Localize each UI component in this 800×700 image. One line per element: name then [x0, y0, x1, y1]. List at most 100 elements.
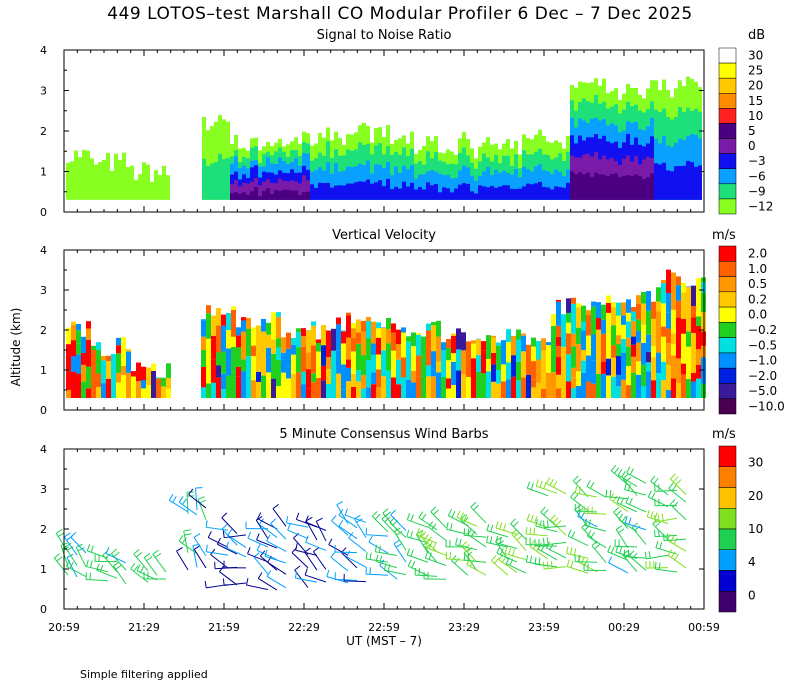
- wind-barb-flag: [675, 479, 682, 485]
- velocity-cell: [241, 320, 246, 332]
- wind-barb-flag: [667, 533, 669, 541]
- colorbar-swatch: [718, 261, 737, 277]
- filter-note: Simple filtering applied: [80, 668, 208, 681]
- velocity-cell: [686, 286, 691, 288]
- velocity-cell: [511, 376, 516, 398]
- velocity-cell: [261, 318, 266, 332]
- snr-cell: [654, 163, 658, 200]
- colorbar-swatch: [718, 168, 737, 185]
- velocity-cell: [606, 335, 611, 359]
- snr-cell: [554, 169, 558, 200]
- snr-cell: [326, 162, 330, 200]
- velocity-cell: [71, 321, 76, 325]
- velocity-cell: [686, 331, 691, 347]
- wind-barb-flag: [539, 480, 543, 488]
- velocity-cell: [636, 342, 641, 362]
- velocity-cell: [251, 327, 256, 333]
- snr-cell: [210, 163, 214, 200]
- snr-cell: [94, 164, 98, 200]
- wind-barb-flag: [294, 571, 298, 579]
- wind-barb-flag: [629, 497, 633, 505]
- velocity-cell: [131, 371, 136, 377]
- velocity-cell: [296, 332, 301, 348]
- snr-cell: [66, 162, 70, 200]
- colorbar-label: 1.0: [748, 262, 767, 276]
- wind-barb-flag: [618, 513, 624, 520]
- velocity-cell: [566, 312, 571, 323]
- wind-barb-flag: [383, 563, 387, 571]
- wind-barb: [305, 541, 327, 551]
- wind-barb: [287, 529, 309, 540]
- wind-barb-flag: [197, 496, 205, 500]
- snr-cell: [242, 182, 246, 200]
- wind-barb: [366, 573, 389, 576]
- snr-cell: [474, 193, 478, 200]
- colorbar-label: 2.0: [748, 247, 767, 261]
- velocity-cell: [346, 312, 351, 316]
- snr-cell: [422, 189, 426, 200]
- velocity-cell: [336, 324, 341, 351]
- wind-barb-flag: [566, 546, 569, 554]
- velocity-cell: [211, 319, 216, 336]
- velocity-cell: [561, 360, 566, 381]
- velocity-cell: [251, 380, 256, 398]
- velocity-cell: [596, 318, 601, 330]
- colorbar-swatch: [718, 108, 737, 124]
- velocity-cell: [436, 320, 441, 337]
- velocity-cell: [86, 388, 91, 398]
- velocity-cell: [581, 349, 586, 361]
- wind-barb: [420, 536, 438, 553]
- snr-cell: [214, 121, 218, 200]
- snr-cell: [430, 170, 434, 200]
- velocity-cell: [211, 335, 216, 360]
- velocity-cell: [266, 322, 271, 335]
- velocity-cell: [331, 328, 336, 351]
- wind-barb: [655, 489, 678, 492]
- panel-axes-2: 0 1 2 3 4: [40, 244, 705, 417]
- velocity-cell: [566, 298, 571, 313]
- wind-barb-flag: [210, 548, 216, 555]
- snr-cell: [558, 187, 562, 200]
- velocity-cell: [571, 388, 576, 398]
- x-tick-label: 20:59: [48, 621, 80, 634]
- velocity-cell: [631, 321, 636, 337]
- wind-barb-flag: [374, 513, 381, 520]
- colorbar-swatch: [718, 62, 737, 79]
- snr-cell: [558, 171, 562, 200]
- colorbar-swatch: [718, 153, 737, 169]
- wind-barb-flag: [586, 529, 592, 537]
- wind-barb-flag: [304, 547, 311, 553]
- velocity-cell: [446, 370, 451, 379]
- wind-barb-flag: [178, 535, 184, 542]
- y-tick-label: 0: [40, 404, 47, 417]
- velocity-cell: [641, 303, 646, 325]
- snr-cell: [154, 170, 158, 200]
- velocity-cell: [271, 353, 276, 379]
- snr-cell: [454, 188, 458, 200]
- snr-cell: [674, 166, 678, 200]
- velocity-cell: [216, 308, 221, 326]
- wind-barb-flag: [570, 491, 576, 498]
- velocity-cell: [376, 369, 381, 388]
- wind-barb-flag: [573, 548, 577, 556]
- velocity-cell: [446, 347, 451, 361]
- wind-barb: [415, 534, 429, 554]
- snr-cell: [574, 174, 578, 200]
- velocity-cell: [696, 278, 701, 297]
- wind-barb: [652, 523, 669, 541]
- snr-cell: [238, 186, 242, 200]
- snr-cell: [446, 175, 450, 200]
- wind-barb-flag: [193, 533, 201, 538]
- wind-barb-flag: [529, 540, 535, 547]
- wind-barb-flag: [365, 551, 368, 560]
- velocity-cell: [91, 345, 96, 351]
- velocity-cell: [376, 322, 381, 329]
- velocity-cell: [351, 373, 356, 387]
- velocity-cell: [481, 350, 486, 365]
- snr-cell: [366, 179, 370, 200]
- velocity-cell: [116, 337, 121, 346]
- colorbar-swatch: [718, 245, 737, 262]
- velocity-cell: [461, 332, 466, 351]
- snr-cell: [566, 182, 570, 200]
- velocity-cell: [496, 345, 501, 370]
